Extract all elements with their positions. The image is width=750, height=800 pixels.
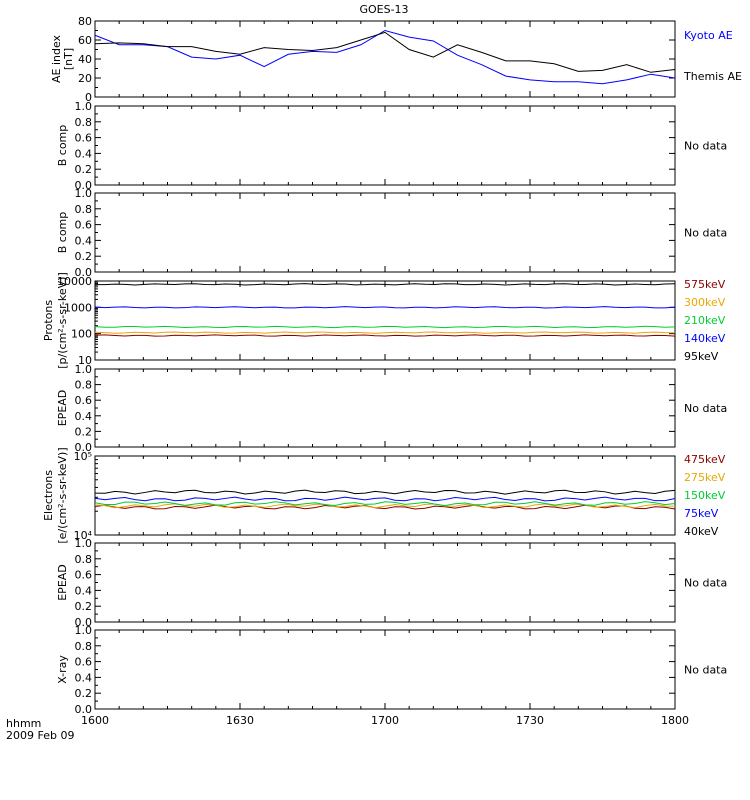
legend-3-300keV: 300keV [684,296,726,309]
y-axis-title-7: X-ray [56,655,69,684]
series-line-themis-ae [94,31,676,73]
y-tick-label-0-3: 60 [78,34,92,47]
y-tick-label-3-0: 10 [78,354,92,367]
y-axis-units-0: [nT] [62,48,75,70]
legend-kyoto-ae: Kyoto AE [684,29,733,42]
y-tick-label-7-4: 0.8 [75,640,93,653]
y-tick-label-1-2: 0.4 [75,147,93,160]
plot-title: GOES-13 [359,3,408,16]
x-tick-label-1600: 1600 [81,714,109,727]
y-tick-label-4-3: 0.6 [75,394,93,407]
y-tick-label-4-0: 0.0 [75,441,93,454]
channel-line-5-275keV [94,503,676,509]
panel-frame-4 [94,368,676,448]
legend-3-95keV: 95keV [684,350,719,363]
no-data-note-2: No data [684,227,727,240]
y-axis-units-5: [e/(cm²-s-sr-keV)] [56,447,69,543]
y-tick-label-0-4: 80 [78,15,92,28]
y-tick-label-0-2: 40 [78,53,92,66]
y-tick-label-2-0: 0.0 [75,266,93,279]
channel-line-3-210keV [94,325,676,329]
y-axis-title-4: EPEAD [56,390,69,427]
legend-5-275keV: 275keV [684,471,726,484]
y-tick-label-2-1: 0.2 [75,250,93,263]
legend-themis-ae: Themis AE [683,70,742,83]
y-tick-label-7-1: 0.2 [75,687,93,700]
y-tick-label-4-2: 0.4 [75,410,93,423]
x-tick-label-1730: 1730 [516,714,544,727]
y-tick-label-6-1: 0.2 [75,600,93,613]
y-tick-label-6-4: 0.8 [75,553,93,566]
channel-line-3-575keV [94,334,676,337]
panel-frame-5 [94,455,676,536]
y-tick-label-3-2: 1000 [64,301,92,314]
y-axis-title-1: B comp [56,125,69,167]
y-tick-label-2-2: 0.4 [75,234,93,247]
y-axis-title-6: EPEAD [56,564,69,601]
time-axis-label-hhmm: hhmm [6,717,41,730]
y-axis-title-0: AE index [50,34,63,83]
panel-frame-2 [94,192,676,273]
y-tick-label-2-3: 0.6 [75,219,93,232]
legend-3-575keV: 575keV [684,278,726,291]
x-tick-label-1800: 1800 [661,714,689,727]
panel-frame-6 [94,542,676,623]
y-tick-label-1-5: 1.0 [75,100,93,113]
series-line-kyoto-ae [94,29,676,85]
channel-line-5-150keV [94,501,676,507]
no-data-note-1: No data [684,140,727,153]
y-tick-label-0-0: 0 [85,91,92,104]
legend-5-150keV: 150keV [684,489,726,502]
y-tick-label-7-3: 0.6 [75,656,93,669]
no-data-note-6: No data [684,577,727,590]
y-tick-label-4-4: 0.8 [75,379,93,392]
y-tick-label-3-1: 100 [71,328,92,341]
legend-3-210keV: 210keV [684,314,726,327]
x-tick-label-1700: 1700 [371,714,399,727]
y-tick-label-1-3: 0.6 [75,132,93,145]
channel-line-5-75keV [94,496,676,502]
no-data-note-7: No data [684,664,727,677]
time-axis-label-date: 2009 Feb 09 [6,729,74,742]
legend-5-475keV: 475keV [684,453,726,466]
x-tick-label-1630: 1630 [226,714,254,727]
y-tick-label-6-3: 0.6 [75,569,93,582]
y-tick-label-4-5: 1.0 [75,363,93,376]
y-tick-label-7-5: 1.0 [75,624,93,637]
panel-frame-7 [94,629,676,710]
y-tick-label-7-0: 0.0 [75,703,93,716]
channel-line-5-475keV [94,504,676,510]
y-tick-label-6-5: 1.0 [75,537,93,550]
channel-line-3-95keV [94,283,676,286]
y-tick-label-1-0: 0.0 [75,179,93,192]
channel-line-3-300keV [94,331,676,334]
y-axis-title-5: Electrons [42,470,55,521]
panel-frame-1 [94,105,676,186]
y-tick-label-2-5: 1.0 [75,187,93,200]
y-tick-label-6-0: 0.0 [75,616,93,629]
y-axis-title-2: B comp [56,212,69,254]
y-axis-units-3: [p/(cm²-s-sr-keV)] [56,272,69,369]
y-tick-label-5-0: 10⁴ [74,529,93,542]
y-tick-label-3-3: 10000 [57,275,92,288]
y-tick-label-4-1: 0.2 [75,425,93,438]
legend-3-140keV: 140keV [684,332,726,345]
y-tick-label-1-1: 0.2 [75,163,93,176]
y-tick-label-6-2: 0.4 [75,584,93,597]
y-tick-label-1-4: 0.8 [75,116,93,129]
channel-line-5-40keV [94,489,676,495]
y-tick-label-7-2: 0.4 [75,671,93,684]
no-data-note-4: No data [684,402,727,415]
legend-5-75keV: 75keV [684,507,719,520]
panel-frame-3 [94,280,676,361]
y-axis-title-3: Protons [42,300,55,341]
y-tick-label-0-1: 20 [78,72,92,85]
y-tick-label-2-4: 0.8 [75,203,93,216]
y-tick-label-5-1: 10⁵ [74,450,92,463]
legend-5-40keV: 40keV [684,525,719,538]
channel-line-3-140keV [94,306,676,309]
